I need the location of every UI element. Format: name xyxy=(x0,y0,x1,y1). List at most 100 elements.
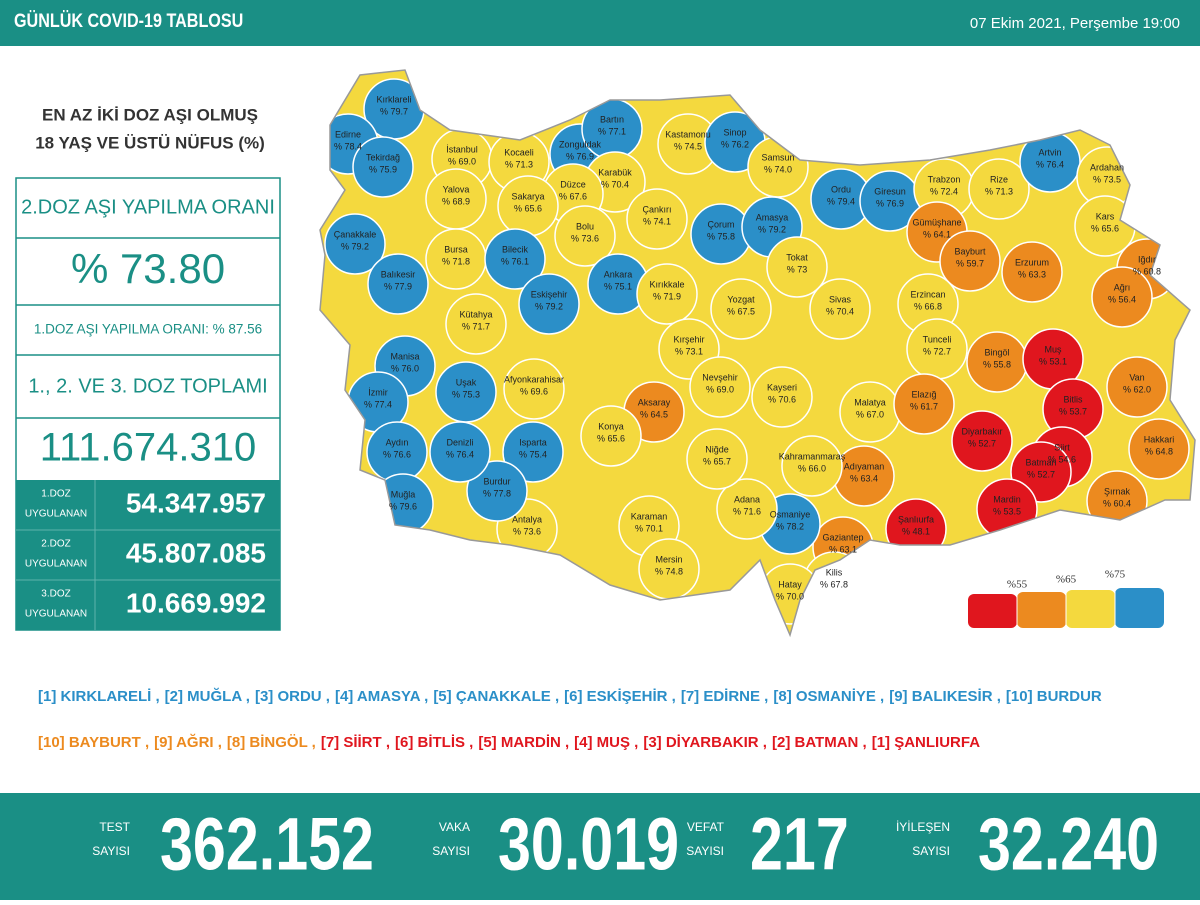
province-name: Uşak xyxy=(456,377,477,387)
row-label: UYGULANAN xyxy=(25,609,87,620)
province-value: % 76.0 xyxy=(391,363,419,373)
province-value: % 54.6 xyxy=(1048,454,1076,464)
province-value: % 75.9 xyxy=(369,164,397,174)
province-area xyxy=(710,278,772,340)
province-name: Kocaeli xyxy=(504,147,534,157)
province-name: Rize xyxy=(990,174,1008,184)
province-value: % 55.8 xyxy=(983,359,1011,369)
province-value: % 72.7 xyxy=(923,346,951,356)
province-name: Kilis xyxy=(826,567,843,577)
panel-title: 18 YAŞ VE ÜSTÜ NÜFUS (%) xyxy=(35,133,265,152)
province-area xyxy=(484,228,546,290)
bottom-list: [10] BAYBURT , [9] AĞRI , [8] BİNGÖL , [7] … xyxy=(38,733,980,751)
province-name: Çankırı xyxy=(642,204,671,214)
province-value: % 73.6 xyxy=(513,526,541,536)
province-area xyxy=(951,410,1013,472)
province-name: Gaziantep xyxy=(822,532,863,542)
province-value: % 66.8 xyxy=(914,301,942,311)
province-name: Karabük xyxy=(598,167,632,177)
top-list: [1] KIRKLARELİ , [2] MUĞLA , [3] ORDU , [4]… xyxy=(38,687,1102,705)
province-value: % 63.1 xyxy=(829,544,857,554)
stat-value: 217 xyxy=(750,803,849,886)
province-value: % 78.4 xyxy=(334,141,362,151)
province-name: Samsun xyxy=(761,152,794,162)
bottom-list-item: [8] BİNGÖL , xyxy=(227,734,316,751)
province-value: % 67.8 xyxy=(820,579,848,589)
province-name: Muş xyxy=(1044,344,1062,354)
rate1: 1.DOZ AŞI YAPILMA ORANI: % 87.56 xyxy=(34,322,262,337)
province-value: % 76.9 xyxy=(566,151,594,161)
province-value: % 53.7 xyxy=(1059,406,1087,416)
province-value: % 67.5 xyxy=(727,306,755,316)
legend-label: %65 xyxy=(1056,574,1077,586)
province-area xyxy=(968,158,1030,220)
legend-label: %75 xyxy=(1105,569,1126,581)
province-value: % 53.1 xyxy=(1039,356,1067,366)
legend-label: %55 xyxy=(1007,579,1028,591)
province-name: Şanlıurfa xyxy=(898,514,934,524)
province-name: Denizli xyxy=(446,437,473,447)
stat-label: SAYISI xyxy=(686,844,724,858)
top-list-item: [3] ORDU , xyxy=(255,688,330,705)
province-name: Bursa xyxy=(444,244,468,254)
stat-label: SAYISI xyxy=(92,844,130,858)
province-area xyxy=(766,236,828,298)
row-label: 2.DOZ xyxy=(41,539,70,550)
province-area xyxy=(716,478,778,540)
province-value: % 73.1 xyxy=(675,346,703,356)
province-name: Tunceli xyxy=(923,334,952,344)
province-value: % 79.7 xyxy=(380,106,408,116)
province-value: % 65.7 xyxy=(703,456,731,466)
province-value: % 48.1 xyxy=(902,526,930,536)
province-name: Gümüşhane xyxy=(912,217,961,227)
row-label: 1.DOZ xyxy=(41,489,70,500)
province-name: Bartın xyxy=(600,114,624,124)
province-name: Hakkari xyxy=(1144,434,1175,444)
stat-value: 32.240 xyxy=(978,803,1159,886)
province-name: Kırıkkale xyxy=(649,279,684,289)
province-name: Kütahya xyxy=(459,309,492,319)
province-value: % 76.2 xyxy=(721,139,749,149)
province-name: Çorum xyxy=(707,219,734,229)
row-value: 45.807.085 xyxy=(126,537,266,568)
province-name: Tekirdağ xyxy=(366,152,400,162)
legend-swatch xyxy=(1017,592,1066,628)
province-area xyxy=(1128,418,1190,480)
province-value: % 79.2 xyxy=(758,224,786,234)
province-name: Tokat xyxy=(786,252,808,262)
province-name: Nevşehir xyxy=(702,372,738,382)
province-name: Sivas xyxy=(829,294,852,304)
province-area xyxy=(554,205,616,267)
province-name: Niğde xyxy=(705,444,729,454)
province-value: % 77.4 xyxy=(364,399,392,409)
province-name: Burdur xyxy=(483,476,510,486)
province-value: % 77.9 xyxy=(384,281,412,291)
province-area xyxy=(367,253,429,315)
province-value: % 71.6 xyxy=(733,506,761,516)
province-name: Antalya xyxy=(512,514,542,524)
province-value: % 75.4 xyxy=(519,449,547,459)
top-list-item: [10] BURDUR xyxy=(1006,688,1102,705)
province-value: % 70.4 xyxy=(601,179,629,189)
province-name: Trabzon xyxy=(928,174,961,184)
province-value: % 68.9 xyxy=(442,196,470,206)
province-value: % 76.6 xyxy=(383,449,411,459)
province-name: Amasya xyxy=(756,212,789,222)
legend-swatch xyxy=(1115,588,1164,628)
province-name: Giresun xyxy=(874,186,906,196)
province-name: Konya xyxy=(598,421,624,431)
province-value: % 76.4 xyxy=(1036,159,1064,169)
province-value: % 69.6 xyxy=(520,386,548,396)
province-area xyxy=(466,460,528,522)
row-value: 10.669.992 xyxy=(126,587,266,618)
total-value: 111.674.310 xyxy=(40,426,257,470)
province-value: % 70.1 xyxy=(635,523,663,533)
province-value: % 77.8 xyxy=(483,488,511,498)
province-value: % 71.3 xyxy=(985,186,1013,196)
province-name: Bitlis xyxy=(1063,394,1083,404)
province-name: Adıyaman xyxy=(844,461,885,471)
province-name: Şırnak xyxy=(1104,486,1131,496)
bottom-list-item: [2] BATMAN , xyxy=(772,734,867,751)
province-value: % 64.8 xyxy=(1145,446,1173,456)
province-name: Kahramanmaraş xyxy=(779,451,846,461)
